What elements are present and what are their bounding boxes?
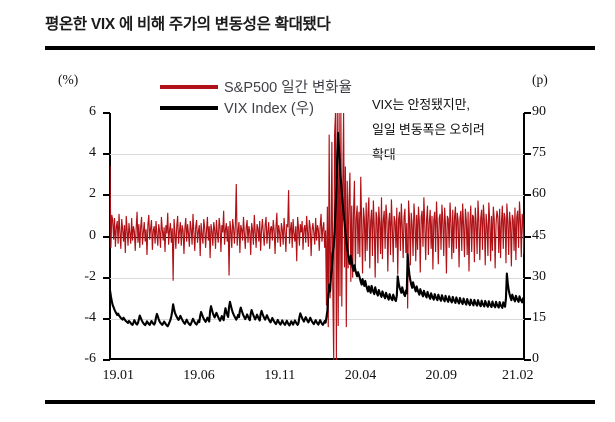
right-axis-unit: (p) — [532, 72, 548, 87]
left-axis-tick-label: -6 — [84, 351, 96, 366]
gridline — [110, 318, 524, 320]
right-tick — [524, 194, 531, 197]
right-axis-tick-label: 15 — [532, 309, 546, 325]
bottom-axis-line — [109, 358, 525, 360]
gridline — [110, 195, 524, 197]
left-tick — [103, 153, 110, 156]
left-axis-unit: (%) — [58, 72, 79, 87]
right-tick — [524, 112, 531, 114]
left-axis-tick-label: 2 — [89, 186, 96, 202]
left-axis-tick-label: 0 — [89, 227, 96, 243]
legend-item-sp500: S&P500 일간 변화율 — [160, 76, 352, 97]
x-axis-tick-label: 21.02 — [502, 368, 534, 383]
left-axis-tick-label: 6 — [89, 104, 96, 119]
plot-area — [110, 113, 524, 360]
annotation-line-2: 일일 변동폭은 오히려 — [372, 122, 485, 137]
legend-label-sp500: S&P500 일간 변화율 — [224, 80, 352, 96]
chart-svg — [110, 113, 524, 360]
legend-swatch-vix — [160, 105, 218, 110]
legend-swatch-sp500 — [160, 84, 218, 89]
annotation-line-1: VIX는 안정됐지만, — [372, 97, 470, 112]
bottom-divider — [45, 400, 595, 404]
x-axis-tick-label: 19.06 — [183, 368, 215, 383]
right-axis-tick-label: 90 — [532, 104, 546, 119]
right-axis-tick-label: 75 — [532, 145, 546, 161]
x-axis-tick-label: 19.11 — [264, 368, 296, 383]
left-tick — [103, 112, 110, 114]
gridline — [110, 154, 524, 156]
x-axis-tick-label: 20.09 — [425, 368, 457, 383]
left-tick — [103, 276, 110, 279]
right-tick — [524, 153, 531, 156]
left-tick — [103, 235, 110, 238]
legend-item-vix: VIX Index (우) — [160, 97, 352, 118]
left-axis-tick-label: -4 — [84, 309, 96, 325]
series-line-sp500 — [110, 113, 524, 360]
left-axis-tick-label: 4 — [89, 145, 96, 161]
left-axis-tick-label: -2 — [84, 268, 96, 284]
right-tick — [524, 235, 531, 238]
legend: S&P500 일간 변화율 VIX Index (우) — [160, 76, 352, 118]
left-tick — [103, 317, 110, 320]
right-axis-tick-label: 45 — [532, 227, 546, 243]
x-axis-tick-label: 20.04 — [344, 368, 377, 383]
right-tick — [524, 276, 531, 279]
right-axis-tick-label: 30 — [532, 268, 546, 284]
right-axis-tick-label: 60 — [532, 186, 546, 202]
right-tick — [524, 317, 531, 320]
left-tick — [103, 359, 110, 361]
page-title: 평온한 VIX 에 비해 주가의 변동성은 확대됐다 — [45, 16, 331, 33]
series-line-vix — [110, 131, 524, 328]
left-tick — [103, 194, 110, 197]
title-divider — [45, 46, 595, 50]
legend-label-vix: VIX Index (우) — [224, 101, 314, 117]
gridline — [110, 277, 524, 279]
x-axis-tick-label: 19.01 — [102, 368, 135, 383]
right-axis-tick-label: 0 — [532, 351, 539, 366]
right-tick — [524, 359, 531, 361]
